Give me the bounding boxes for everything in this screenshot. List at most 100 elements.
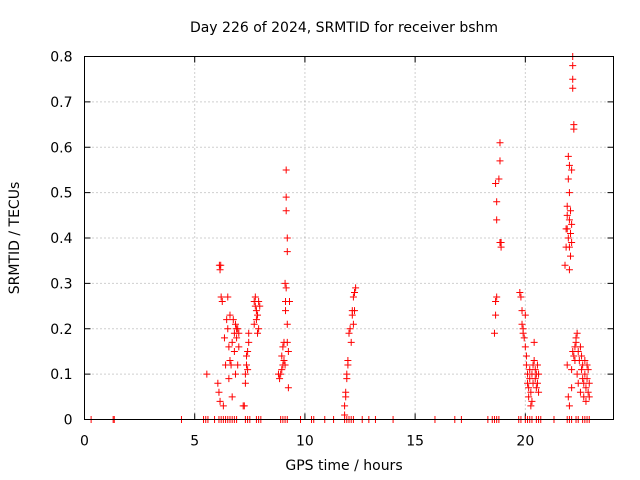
- data-point: [203, 370, 211, 378]
- data-point: [281, 279, 289, 287]
- data-point: [565, 243, 573, 251]
- data-point: [582, 384, 590, 392]
- data-point: [569, 75, 577, 83]
- y-tick-label: 0.8: [50, 50, 72, 66]
- data-point: [284, 347, 292, 355]
- data-point: [241, 370, 249, 378]
- data-point: [245, 338, 253, 346]
- data-point: [518, 307, 526, 315]
- data-point: [563, 361, 571, 369]
- data-point: [565, 266, 573, 274]
- data-point: [565, 161, 573, 169]
- data-point: [492, 180, 500, 188]
- data-point: [245, 329, 253, 337]
- data-point: [225, 343, 233, 351]
- data-point: [581, 357, 589, 365]
- y-tick-label: 0: [64, 413, 73, 429]
- data-point: [568, 220, 576, 228]
- y-axis-label: SRMTID / TECUs: [7, 182, 23, 295]
- data-point: [343, 370, 351, 378]
- data-point: [535, 370, 543, 378]
- data-point: [521, 343, 529, 351]
- data-point: [352, 284, 360, 292]
- data-point: [342, 388, 350, 396]
- x-tick-label: 5: [190, 434, 199, 450]
- data-point: [214, 379, 222, 387]
- data-point: [582, 397, 590, 405]
- data-point: [496, 157, 504, 165]
- data-point: [251, 293, 259, 301]
- data-point: [234, 325, 242, 333]
- data-point: [533, 361, 541, 369]
- data-point: [281, 361, 289, 369]
- data-point: [346, 325, 354, 333]
- data-point: [568, 366, 576, 374]
- data-point: [569, 84, 577, 92]
- data-point: [516, 288, 524, 296]
- data-point: [532, 384, 540, 392]
- data-point: [223, 316, 231, 324]
- y-tick-label: 0.1: [50, 367, 72, 383]
- data-point: [564, 234, 572, 242]
- data-point: [572, 334, 580, 342]
- data-point: [228, 338, 236, 346]
- data-point: [583, 361, 591, 369]
- data-point: [569, 62, 577, 70]
- plot-frame: [84, 56, 614, 420]
- y-tick-label: 0.3: [50, 276, 72, 292]
- data-point: [341, 411, 349, 419]
- data-point: [255, 298, 263, 306]
- data-point: [578, 352, 586, 360]
- data-point: [584, 366, 592, 374]
- data-point: [490, 329, 498, 337]
- data-point: [216, 397, 224, 405]
- data-point: [565, 216, 573, 224]
- data-point: [565, 402, 573, 410]
- data-point: [219, 402, 227, 410]
- data-point: [495, 175, 503, 183]
- data-point: [282, 307, 290, 315]
- data-point: [568, 239, 576, 247]
- data-point: [533, 379, 541, 387]
- data-point: [283, 248, 291, 256]
- data-point: [567, 252, 575, 260]
- data-point: [493, 293, 501, 301]
- data-point: [496, 139, 504, 147]
- x-tick-label: 15: [406, 434, 424, 450]
- data-point: [278, 352, 286, 360]
- data-point: [226, 357, 234, 365]
- y-tick-label: 0.4: [50, 231, 72, 247]
- data-point: [517, 293, 525, 301]
- data-point: [564, 152, 572, 160]
- data-point: [585, 393, 593, 401]
- data-point: [282, 207, 290, 215]
- x-axis-label: GPS time / hours: [285, 458, 402, 474]
- data-point: [530, 338, 538, 346]
- data-point: [567, 207, 575, 215]
- data-point: [252, 307, 260, 315]
- data-point: [530, 357, 538, 365]
- data-point: [284, 384, 292, 392]
- data-point: [226, 311, 234, 319]
- data-point: [564, 393, 572, 401]
- data-point: [522, 352, 530, 360]
- data-point: [255, 325, 263, 333]
- data-point: [216, 266, 224, 274]
- data-point: [243, 352, 251, 360]
- data-point: [285, 298, 293, 306]
- data-point: [235, 329, 243, 337]
- data-point: [277, 370, 285, 378]
- data-point: [583, 375, 591, 383]
- data-point: [531, 375, 539, 383]
- data-point: [341, 402, 349, 410]
- data-point: [278, 366, 286, 374]
- x-tick-label: 10: [296, 434, 314, 450]
- data-point: [282, 193, 290, 201]
- data-point: [518, 320, 526, 328]
- data-point: [279, 343, 287, 351]
- data-point: [521, 311, 529, 319]
- data-point: [576, 343, 584, 351]
- x-tick-label: 20: [516, 434, 534, 450]
- data-point: [573, 370, 581, 378]
